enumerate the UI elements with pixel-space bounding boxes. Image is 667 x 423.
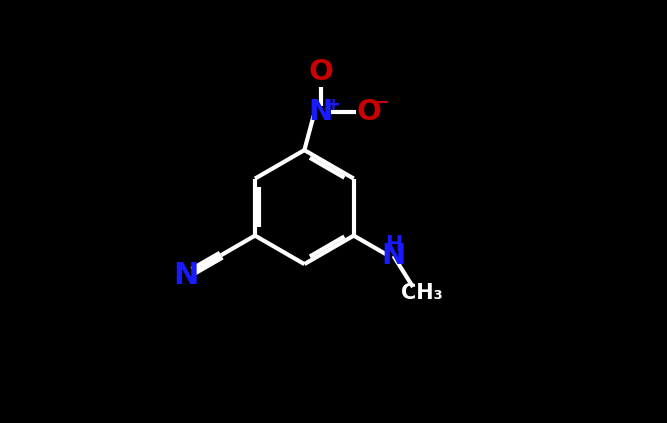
Text: H: H [385, 235, 402, 255]
Text: O: O [357, 98, 382, 126]
Text: CH₃: CH₃ [402, 283, 443, 303]
Text: N: N [382, 242, 406, 270]
Text: N: N [173, 261, 199, 290]
Text: O: O [308, 58, 334, 85]
Text: +: + [325, 96, 340, 114]
Text: N: N [309, 98, 333, 126]
Text: −: − [374, 94, 390, 112]
